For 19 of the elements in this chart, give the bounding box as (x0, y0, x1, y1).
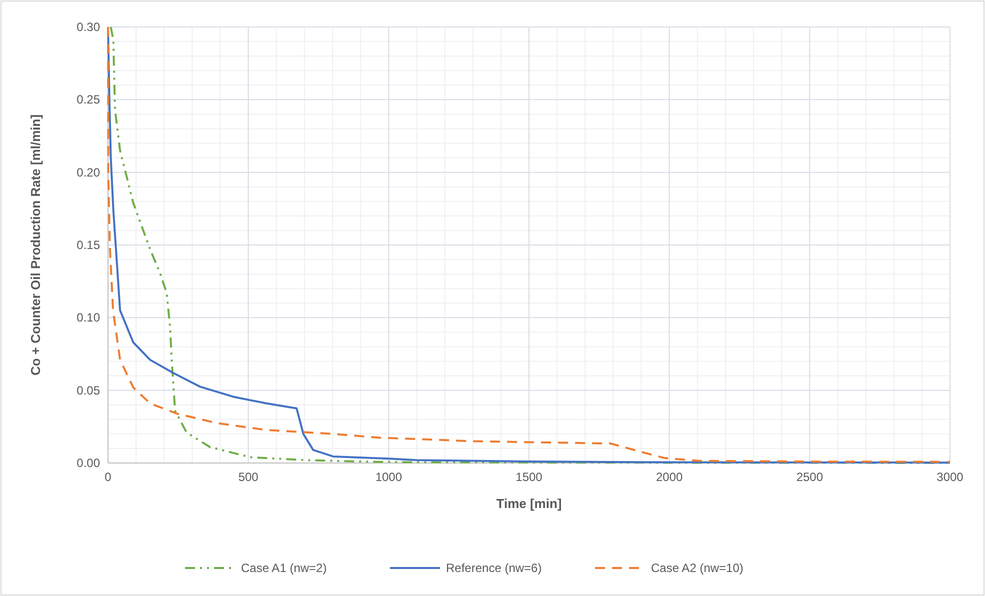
legend-label: Case A1 (nw=2) (241, 561, 327, 575)
x-tick-label: 2000 (656, 470, 684, 484)
y-tick-label: 0.10 (76, 310, 100, 325)
x-tick-label: 2500 (796, 470, 824, 484)
x-tick-label: 0 (104, 470, 112, 484)
legend-label: Case A2 (nw=10) (651, 561, 744, 575)
y-tick-label: 0.30 (76, 20, 100, 34)
x-tick-label: 1000 (375, 470, 402, 484)
legend-label: Reference (nw=6) (446, 561, 542, 575)
y-tick-label: 0.05 (76, 383, 100, 398)
y-axis-title: Co + Counter Oil Production Rate [ml/min] (28, 114, 43, 376)
y-tick-label: 0.25 (76, 92, 100, 107)
y-tick-label: 0.00 (76, 456, 100, 470)
y-tick-label: 0.20 (76, 165, 100, 180)
x-axis-title: Time [min] (496, 496, 562, 511)
x-tick-label: 3000 (936, 470, 964, 484)
x-tick-label: 1500 (516, 470, 543, 484)
y-tick-label: 0.15 (76, 238, 100, 252)
x-tick-label: 500 (238, 470, 259, 484)
